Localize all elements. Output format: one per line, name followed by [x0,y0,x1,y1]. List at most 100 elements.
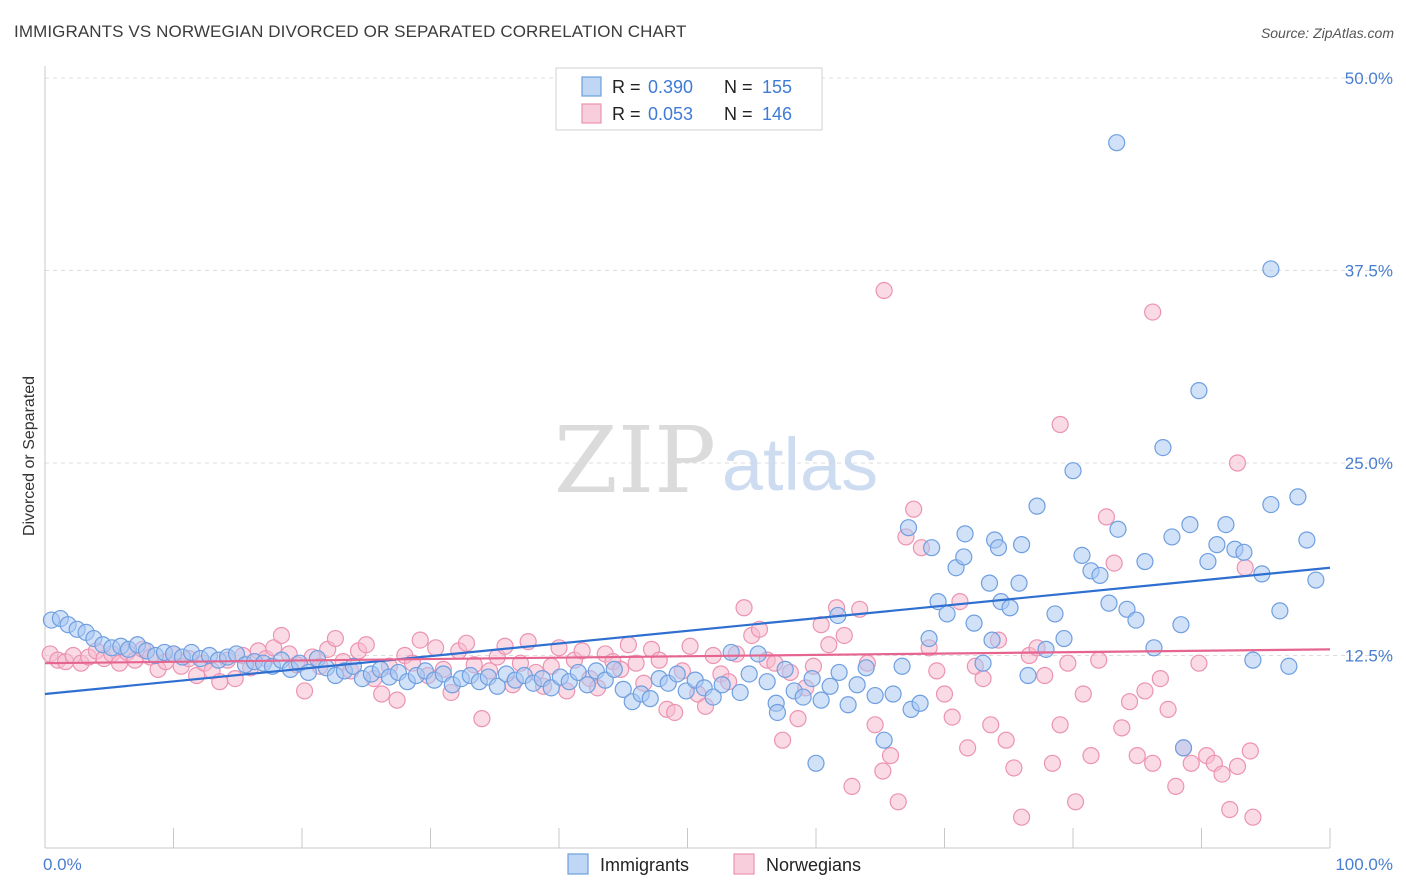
immigrants-point [1109,520,1127,538]
immigrants-point [1091,566,1109,585]
norwegians-point [1005,759,1023,777]
immigrants-point [1217,515,1235,534]
norwegians-point [843,777,861,796]
immigrants-point [1244,651,1262,669]
norwegians-point [1136,682,1154,700]
norwegians-point [650,651,668,669]
watermark-zip: ZIP [554,407,716,514]
immigrants-point [1055,629,1073,648]
immigrants-point [1208,536,1226,554]
trend-lines [44,566,1331,696]
immigrants-point [1154,439,1172,457]
immigrants-point [1108,134,1126,152]
norwegians-point [974,669,992,688]
immigrants-point [1262,260,1280,278]
immigrants-point [938,605,956,623]
norwegians-point [1090,651,1108,669]
norwegians-point [388,691,406,709]
norwegians-point [357,636,375,654]
immigrants-point [605,660,623,678]
immigrants-point [1127,611,1145,629]
immigrants-point [956,525,974,543]
watermark-atlas: atlas [722,423,878,506]
immigrants-point [1010,574,1028,592]
norwegians-point [1043,754,1062,772]
norwegians-point [1151,669,1169,688]
norwegians-point [573,642,591,660]
y-axis-title: Divorced or Separated [21,376,38,536]
axes [44,66,1331,849]
norwegians-point [1051,716,1069,734]
immigrants-point [1172,616,1190,634]
norwegians-point [1082,746,1100,765]
immigrants-point [989,539,1008,557]
norwegians-point [666,703,684,722]
norwegians-point [373,685,391,703]
norwegians-point [943,708,961,726]
tick-labels: 12.5% 25.0% 37.5% 50.0% 0.0% 100.0% [43,69,1393,874]
immigrants-point [839,696,857,714]
immigrants-point [821,677,839,695]
bottom-legend-swatch-norwegians [733,853,755,875]
immigrants-point [857,659,875,677]
immigrants-point [803,669,821,688]
legend-n-value-immigrants: 155 [762,77,792,97]
immigrants-point [578,676,596,694]
immigrants-point [920,629,938,648]
immigrants-point [866,686,884,705]
norwegians-point [1159,700,1177,719]
grid-lines [45,77,1392,656]
norwegians-point [1113,719,1131,737]
immigrants-point [1199,552,1217,571]
immigrants-point [794,688,812,706]
immigrants-point [980,574,999,592]
immigrants-point [1289,488,1307,506]
bottom-legend: Immigrants Norwegians [567,853,861,875]
immigrants-point [1028,497,1046,515]
y-tick-label: 12.5% [1345,647,1393,666]
immigrants-point [974,654,992,672]
legend-swatch-norwegians [581,103,602,124]
immigrants-point [713,676,731,694]
norwegians-point [935,685,954,703]
norwegians-point [627,654,645,672]
immigrants-point [1271,602,1289,620]
immigrants-point [1190,382,1208,400]
immigrants-point [1019,666,1037,685]
legend-r-value-norwegians: 0.053 [648,104,693,124]
norwegians-point [1036,666,1054,685]
legend-r-label-norwegians: R = [612,104,641,124]
legend-n-label-norwegians: N = [724,104,753,124]
norwegians-point [881,746,900,765]
trend-line-immigrants [44,566,1331,696]
norwegians-point [750,620,769,638]
norwegians-point [619,636,637,654]
norwegians-point [875,281,893,300]
trend-line-norwegians [44,648,1331,665]
norwegians-point [951,592,969,611]
norwegians-point [496,637,514,655]
y-tick-label: 50.0% [1345,69,1393,88]
immigrants-point [488,677,506,695]
immigrants-point [1235,543,1253,561]
immigrants-point [893,657,911,675]
norwegians-point [874,762,892,780]
immigrants-point [722,643,740,662]
norwegians-point [1059,654,1077,672]
immigrants-point [1174,739,1193,757]
norwegians-point [997,731,1015,749]
norwegians-point [326,629,345,648]
immigrants-point [830,663,848,682]
immigrants-point [1298,531,1316,549]
watermark: ZIP atlas [554,407,878,514]
norwegians-point [889,793,907,811]
norwegians-point [905,500,923,518]
norwegians-point [982,716,1000,734]
chart-source: Source: ZipAtlas.com [1260,25,1394,41]
x-tick-label-max: 100.0% [1335,855,1393,874]
norwegians-point [735,599,753,617]
norwegians-point [1128,746,1146,765]
bottom-legend-label-norwegians: Norwegians [766,855,861,875]
legend-n-value-norwegians: 146 [762,104,792,124]
immigrants-point [983,631,1001,649]
